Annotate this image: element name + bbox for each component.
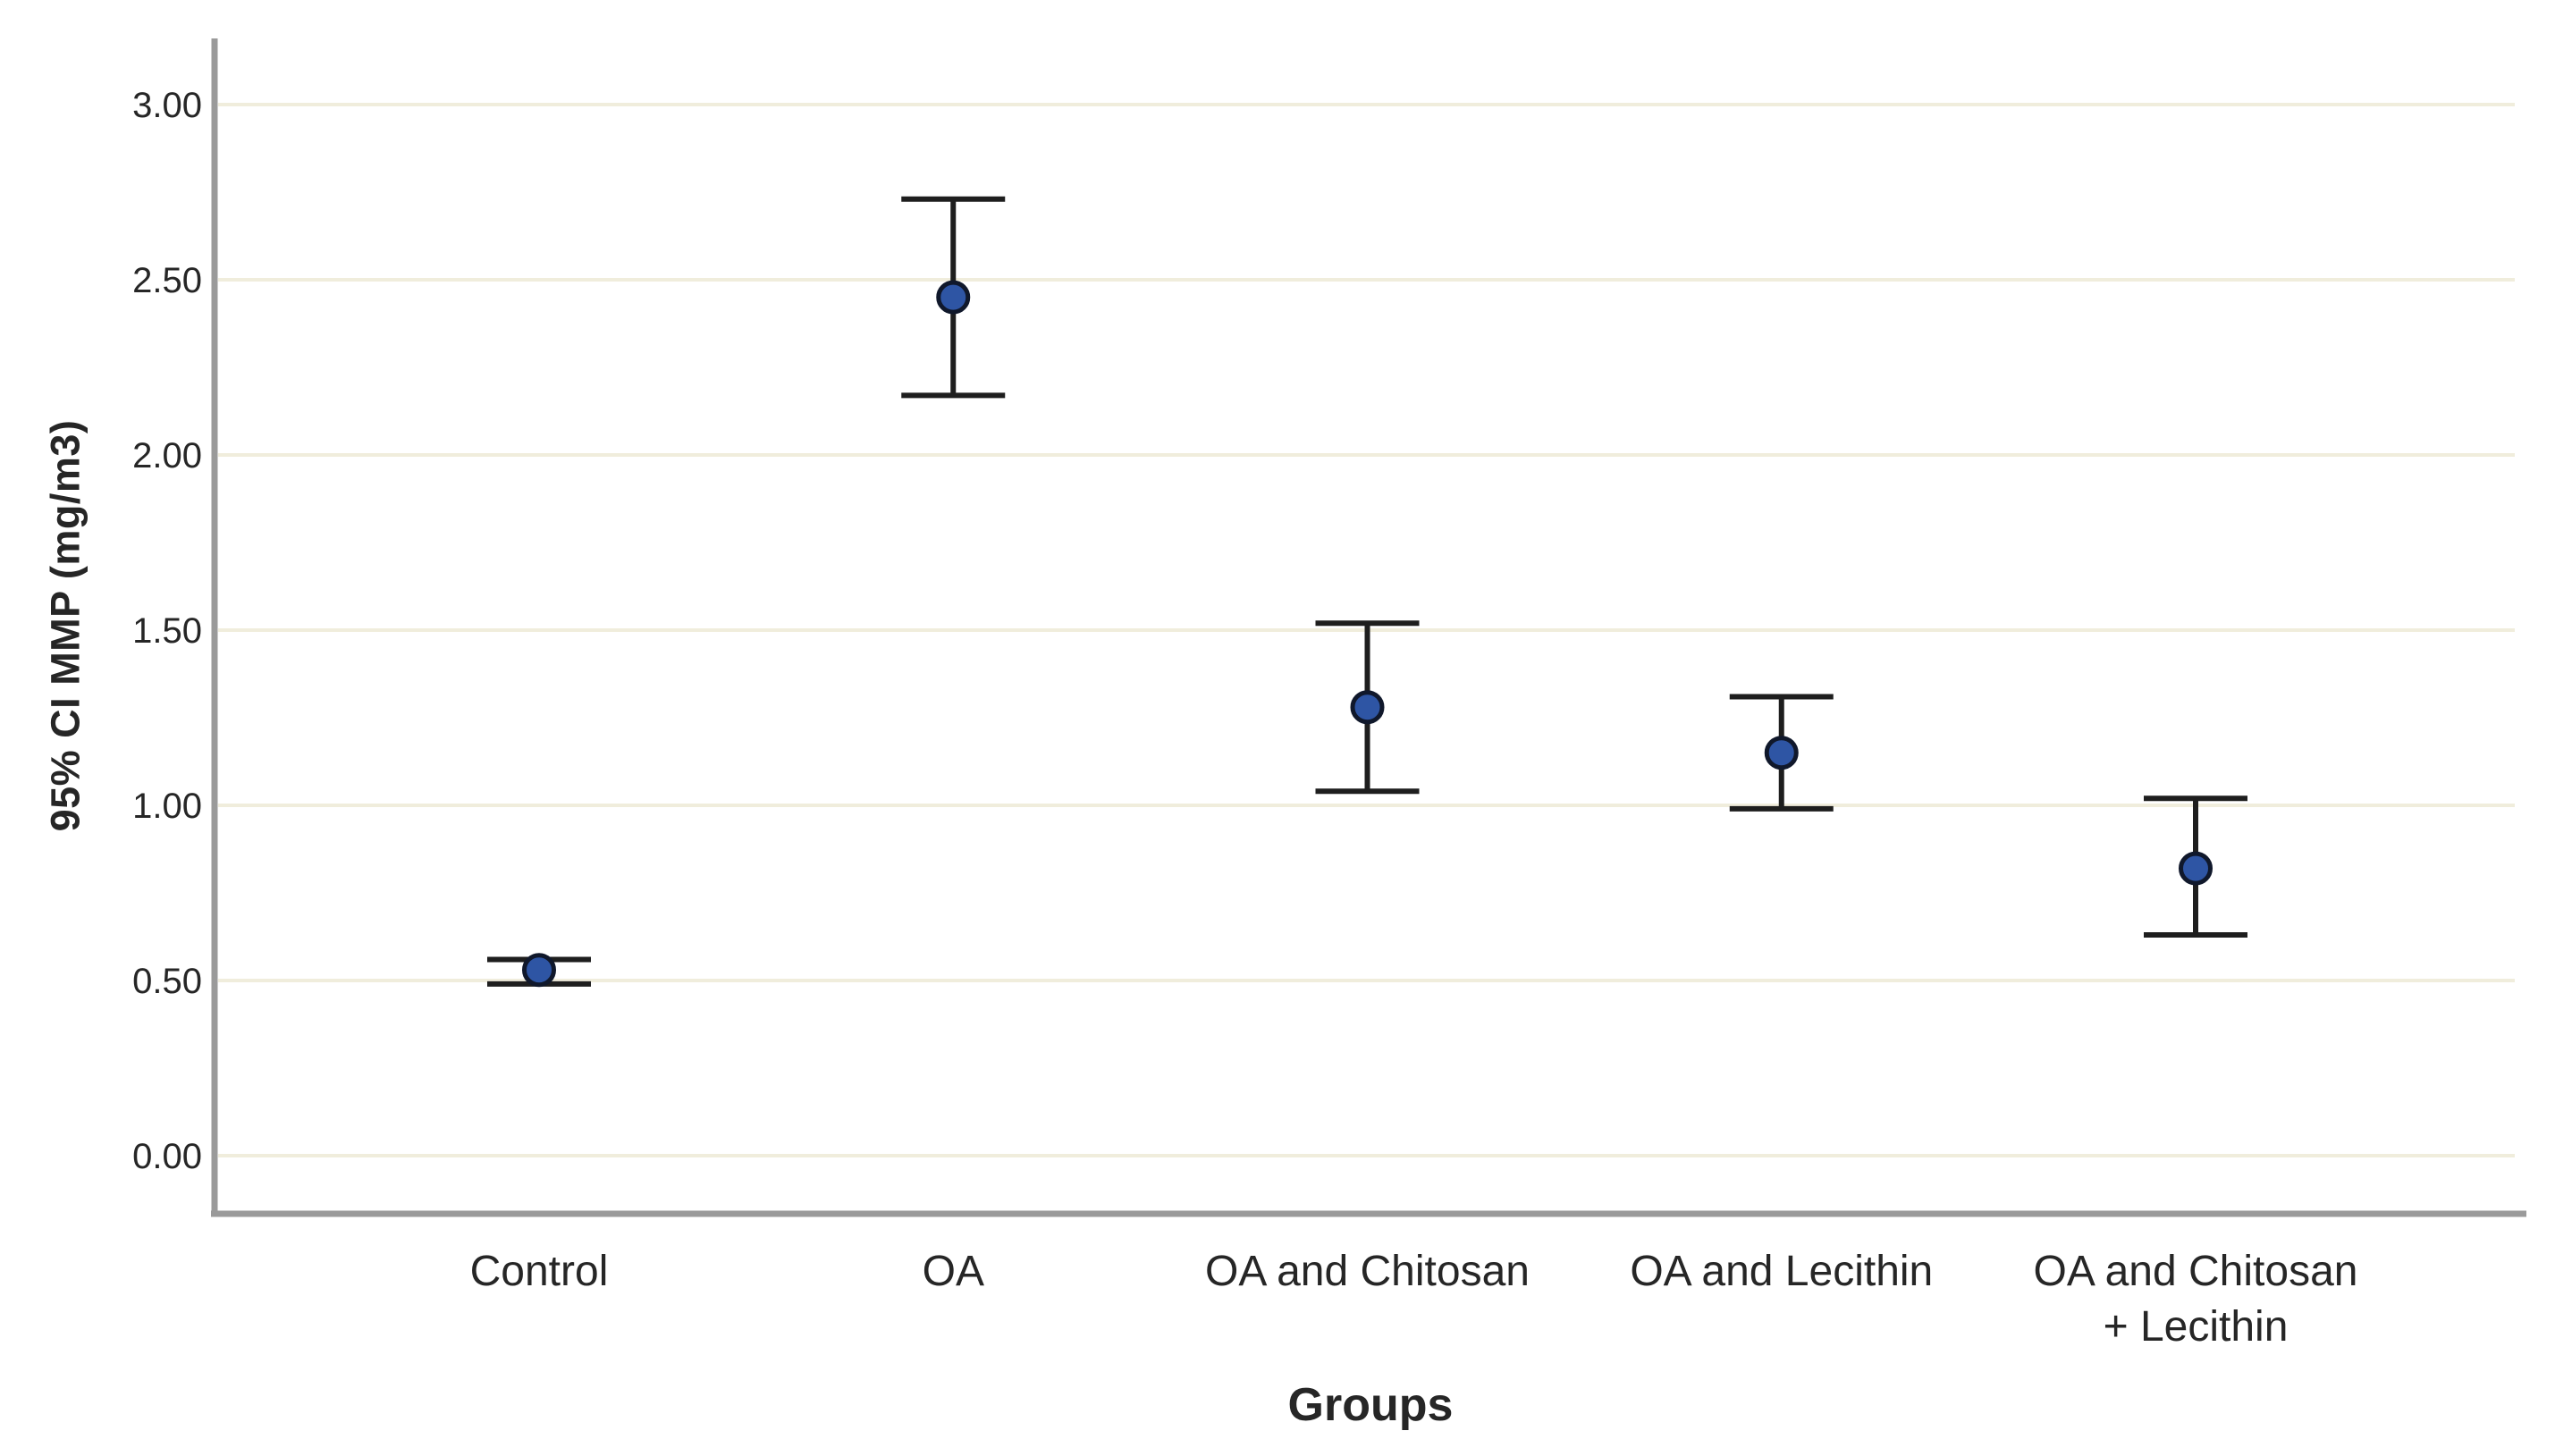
y-tick-label: 2.50 — [132, 261, 202, 300]
x-category-label: + Lecithin — [2104, 1303, 2289, 1351]
y-tick-label: 0.50 — [132, 962, 202, 1001]
y-tick-label: 0.00 — [132, 1137, 202, 1176]
x-category-label: Control — [470, 1248, 609, 1295]
mean-point — [936, 280, 971, 315]
error-bar-group — [2144, 795, 2247, 938]
mean-point — [1350, 690, 1385, 725]
error-bar-group — [901, 196, 1006, 399]
y-tick-label: 1.50 — [132, 611, 202, 651]
y-tick-label: 2.00 — [132, 436, 202, 476]
x-category-label: OA — [923, 1248, 984, 1295]
mean-point — [1764, 736, 1799, 770]
x-category-label: OA and Chitosan — [1205, 1248, 1530, 1295]
error-bar-group — [1729, 694, 1834, 812]
x-axis-title: Groups — [1287, 1379, 1454, 1431]
mean-point — [522, 953, 556, 988]
error-bar-group — [487, 953, 591, 988]
x-category-label: OA and Lecithin — [1630, 1248, 1933, 1295]
mean-point — [2179, 851, 2213, 886]
y-tick-label: 1.00 — [132, 787, 202, 826]
y-tick-label: 3.00 — [132, 86, 202, 125]
x-category-label: OA and Chitosan — [2034, 1248, 2358, 1295]
error-bar-group — [1315, 620, 1420, 795]
